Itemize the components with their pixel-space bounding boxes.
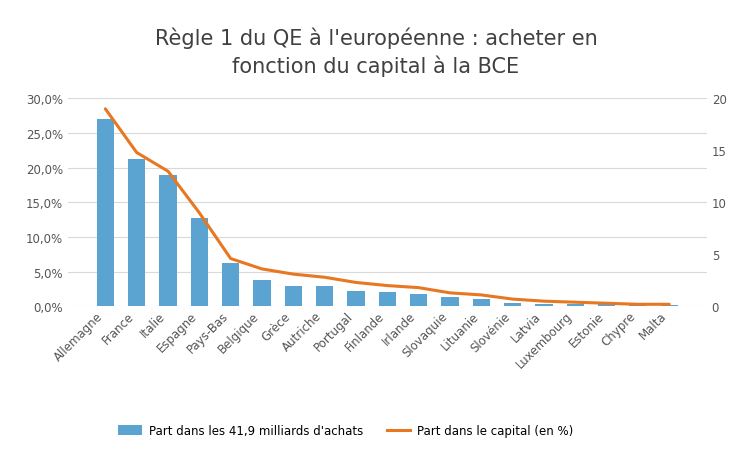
Bar [222,263,239,307]
Bar [441,298,459,307]
Bar [159,175,177,307]
Bar [598,304,615,307]
Bar [316,286,333,307]
Bar [285,286,302,307]
Bar [660,305,678,307]
Bar [379,293,396,307]
Bar [473,300,490,307]
Bar [347,291,365,307]
Bar [566,304,584,307]
Bar [535,304,553,307]
Bar [191,218,208,307]
Legend: Part dans les 41,9 milliards d'achats, Part dans le capital (en %): Part dans les 41,9 milliards d'achats, P… [114,421,578,441]
Bar [410,294,427,307]
Bar [97,120,114,307]
Bar [253,281,271,307]
Text: Règle 1 du QE à l'européenne : acheter en
fonction du capital à la BCE: Règle 1 du QE à l'européenne : acheter e… [155,27,597,77]
Bar [629,304,647,307]
Bar [128,160,145,307]
Bar [504,303,521,307]
